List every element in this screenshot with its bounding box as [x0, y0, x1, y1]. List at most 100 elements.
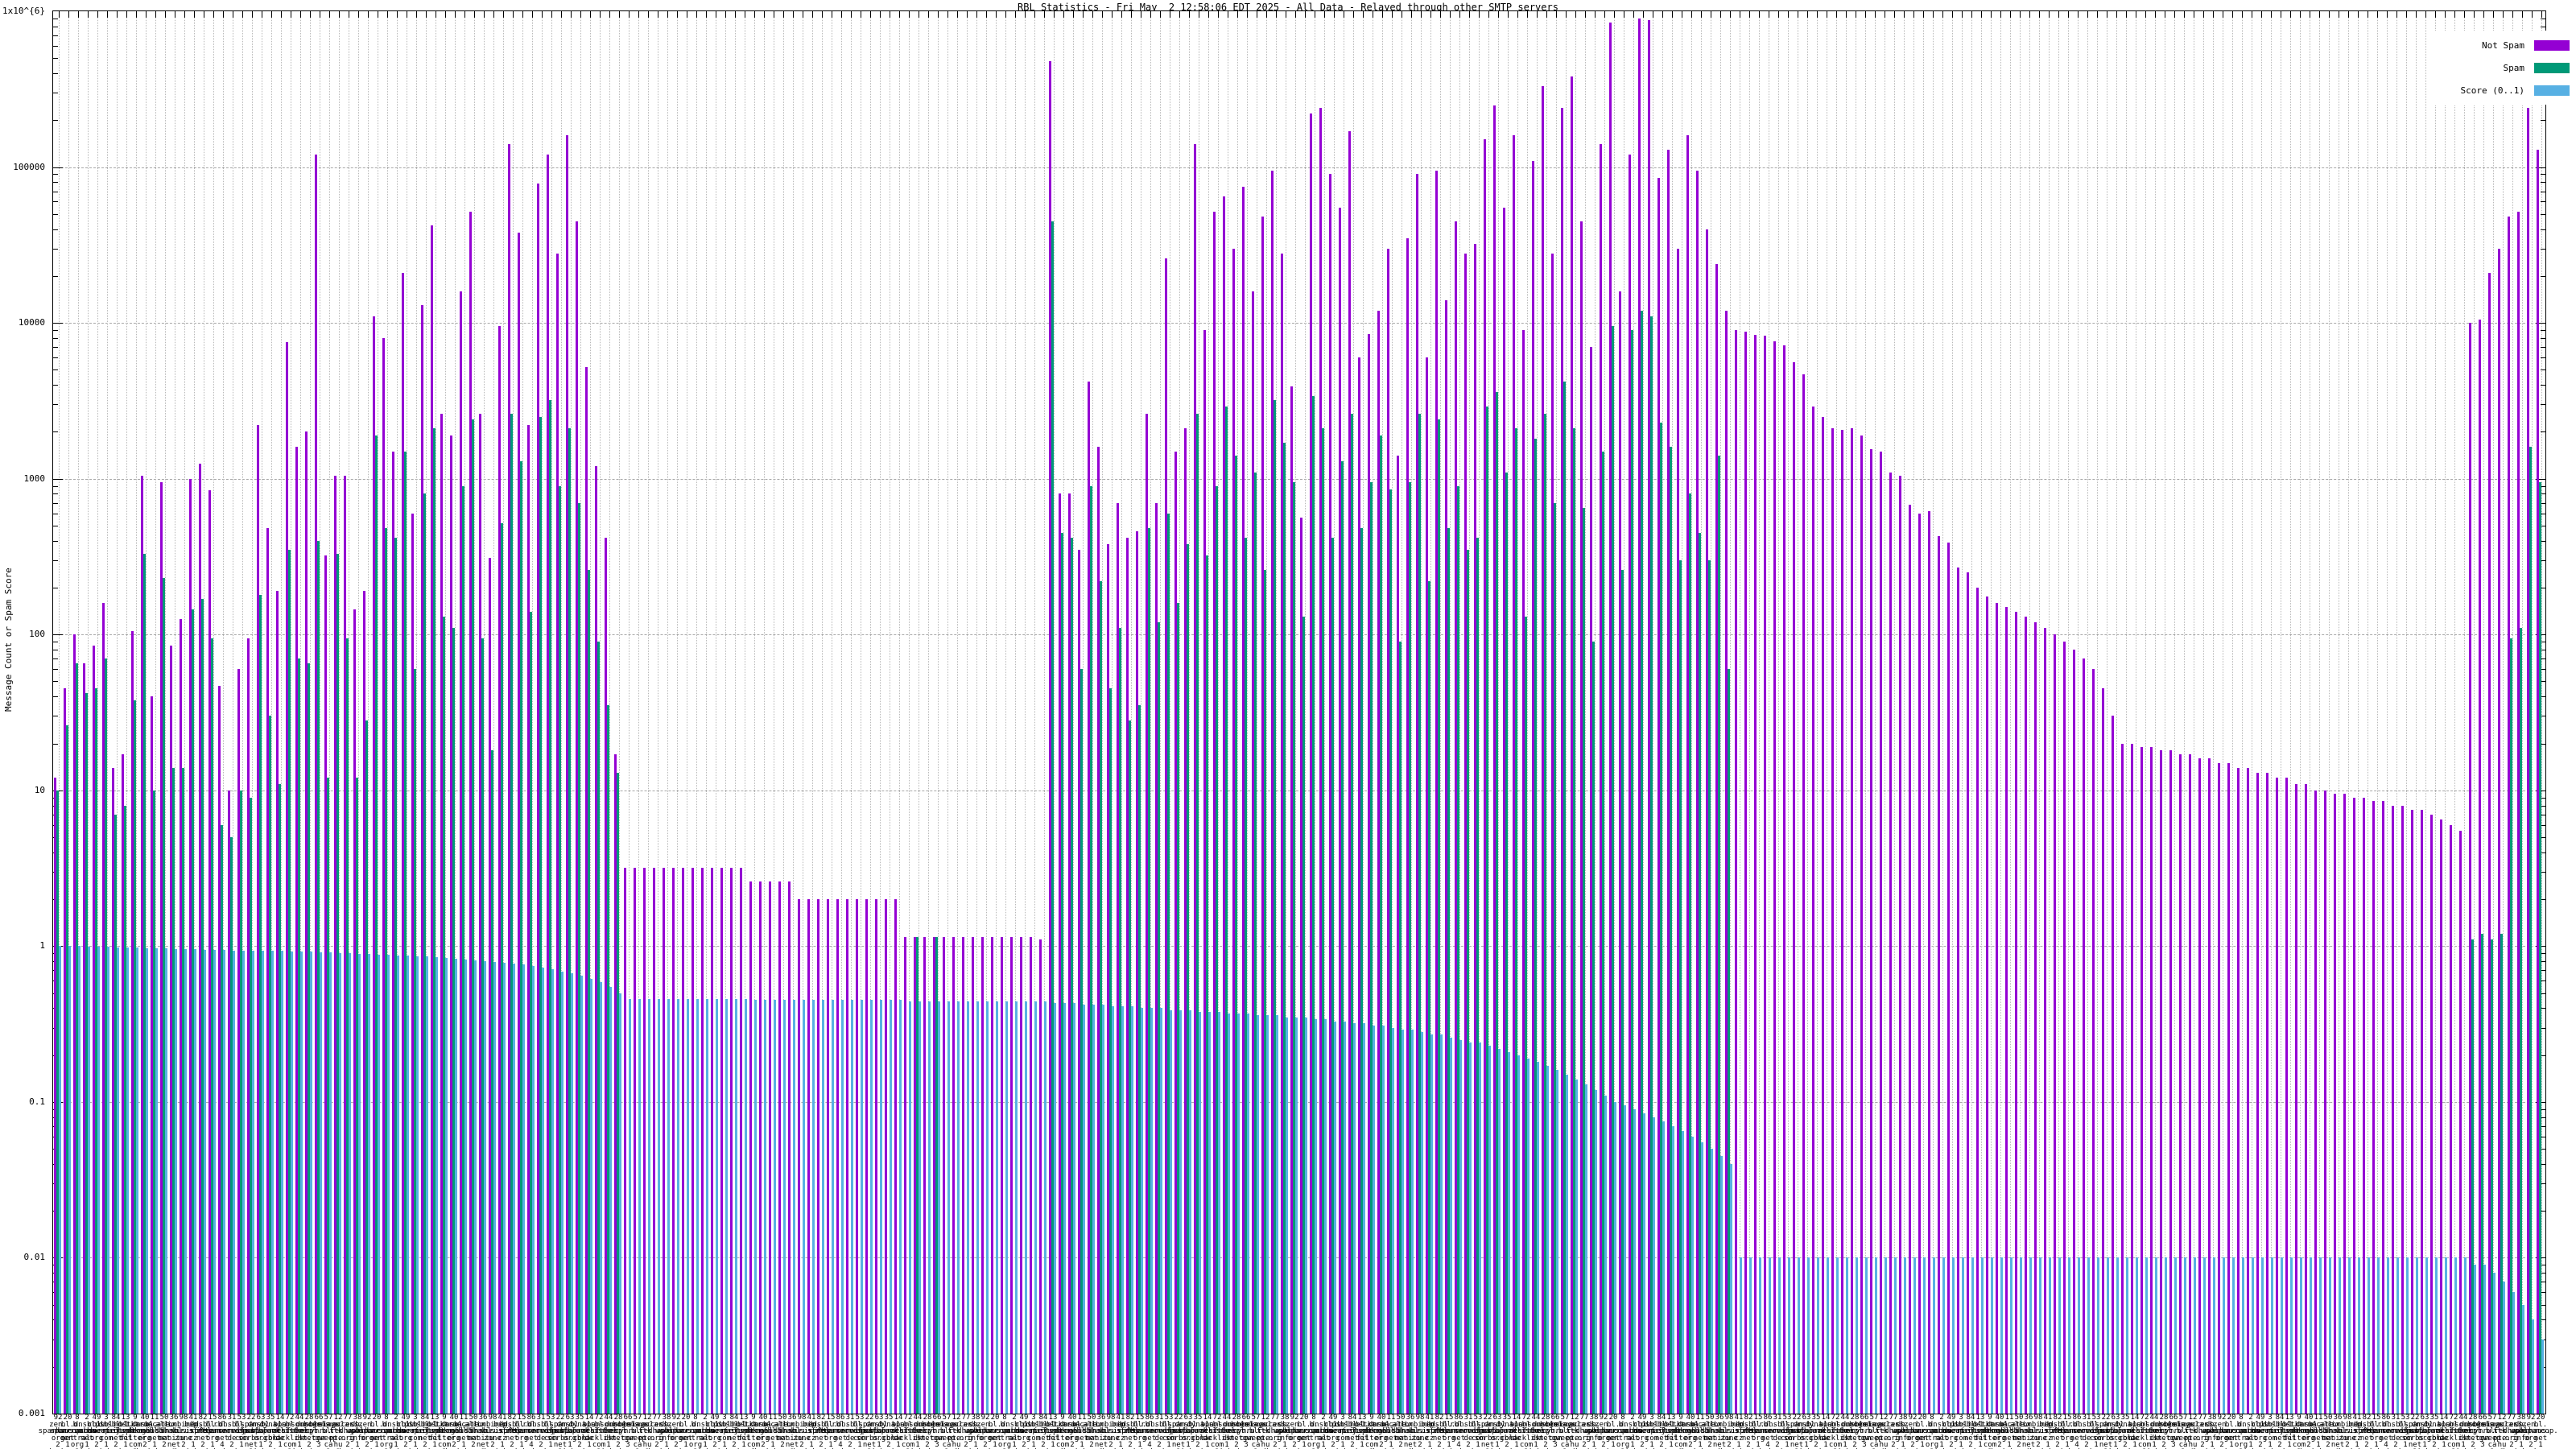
x-tick — [1846, 11, 1847, 18]
y-major-tick — [53, 478, 63, 480]
x-gridline — [1595, 11, 1596, 1414]
bar-spam — [1602, 451, 1604, 1414]
bar-not-spam — [2285, 778, 2288, 1414]
x-tick — [2493, 11, 2494, 18]
bar-not-spam — [576, 221, 578, 1414]
x-tick — [609, 11, 610, 18]
bar-score — [832, 1000, 834, 1414]
y-major-tick — [2536, 167, 2545, 168]
x-gridline — [1073, 11, 1074, 1414]
bar-spam — [1428, 580, 1430, 1414]
x-tick — [1392, 11, 1393, 18]
bar-not-spam — [112, 767, 114, 1414]
bar-spam — [1389, 489, 1392, 1414]
x-gridline — [2425, 11, 2426, 1414]
x-tick — [996, 11, 997, 18]
bar-not-spam — [2237, 767, 2240, 1414]
y-minor-tick — [53, 347, 58, 349]
y-major-tick — [53, 167, 63, 168]
x-tick — [1305, 11, 1306, 18]
x-gridline — [976, 11, 977, 1414]
bar-not-spam — [1918, 513, 1921, 1414]
bar-spam — [317, 540, 320, 1414]
bar-not-spam — [2314, 790, 2317, 1414]
bar-score — [745, 998, 747, 1414]
bar-not-spam — [527, 425, 530, 1414]
bar-not-spam — [2015, 611, 2017, 1414]
x-tick — [1759, 11, 1760, 18]
x-gridline — [1865, 11, 1866, 1414]
bar-score — [1092, 1005, 1095, 1414]
bar-spam — [182, 767, 184, 1414]
x-gridline — [735, 11, 736, 1414]
bar-not-spam — [102, 602, 105, 1414]
y-minor-tick — [2541, 1163, 2545, 1165]
bar-not-spam — [1078, 549, 1080, 1414]
y-minor-tick — [2541, 1117, 2545, 1118]
bar-spam — [1534, 439, 1537, 1414]
plot-area — [52, 10, 2546, 1414]
x-gridline — [2396, 11, 2397, 1414]
x-tick — [2329, 11, 2330, 18]
y-major-tick — [2536, 323, 2545, 324]
bar-score — [1701, 1142, 1703, 1414]
y-minor-tick — [53, 385, 58, 386]
x-tick — [1237, 11, 1238, 18]
x-tick — [1353, 11, 1354, 18]
x-gridline — [242, 11, 243, 1414]
bar-spam — [269, 716, 271, 1414]
y-minor-tick — [2541, 658, 2545, 660]
bar-score — [146, 947, 148, 1414]
bar-not-spam — [2469, 323, 2471, 1414]
x-gridline — [967, 11, 968, 1414]
bar-score — [774, 1000, 776, 1414]
bar-score — [2020, 1257, 2022, 1414]
bar-score — [1131, 1006, 1133, 1414]
x-tick — [493, 11, 494, 18]
y-tick-label: 0.01 — [23, 1252, 46, 1263]
x-tick — [358, 11, 359, 18]
x-tick — [2087, 11, 2088, 18]
x-gridline — [1836, 11, 1837, 1414]
bar-not-spam — [2169, 750, 2172, 1414]
x-gridline — [986, 11, 987, 1414]
bar-not-spam — [2034, 621, 2037, 1414]
bar-score — [1672, 1125, 1674, 1414]
x-gridline — [2319, 11, 2320, 1414]
x-gridline — [1933, 11, 1934, 1414]
bar-not-spam — [991, 936, 993, 1414]
bar-score — [600, 981, 602, 1414]
bar-spam — [568, 428, 571, 1414]
x-tick — [2155, 11, 2156, 18]
x-gridline — [2145, 11, 2146, 1414]
x-gridline — [1218, 11, 1219, 1414]
y-minor-tick — [2541, 1108, 2545, 1110]
bar-spam — [327, 778, 329, 1414]
bar-score — [2454, 1257, 2457, 1414]
x-tick — [281, 11, 282, 18]
bar-spam — [1293, 481, 1295, 1414]
x-tick — [870, 11, 871, 18]
x-gridline — [68, 11, 69, 1414]
bar-spam — [530, 611, 532, 1414]
x-tick — [1044, 11, 1045, 18]
bar-not-spam — [1542, 86, 1544, 1414]
bar-not-spam — [1677, 248, 1679, 1414]
bar-not-spam — [1773, 341, 1776, 1414]
bar-spam — [2471, 939, 2474, 1414]
x-gridline — [2184, 11, 2185, 1414]
bar-not-spam — [1619, 291, 1621, 1414]
x-tick — [1662, 11, 1663, 18]
bar-not-spam — [1348, 130, 1351, 1414]
x-tick — [532, 11, 533, 18]
bar-spam — [1515, 428, 1517, 1414]
bar-not-spam — [1271, 170, 1274, 1414]
bar-score — [2281, 1257, 2283, 1414]
x-gridline — [1054, 11, 1055, 1414]
bar-spam — [1274, 399, 1276, 1414]
bar-score — [1208, 1011, 1211, 1414]
bar-not-spam — [1503, 207, 1505, 1414]
bar-spam — [230, 837, 233, 1414]
bar-not-spam — [1831, 428, 1834, 1414]
bar-score — [938, 1001, 940, 1414]
